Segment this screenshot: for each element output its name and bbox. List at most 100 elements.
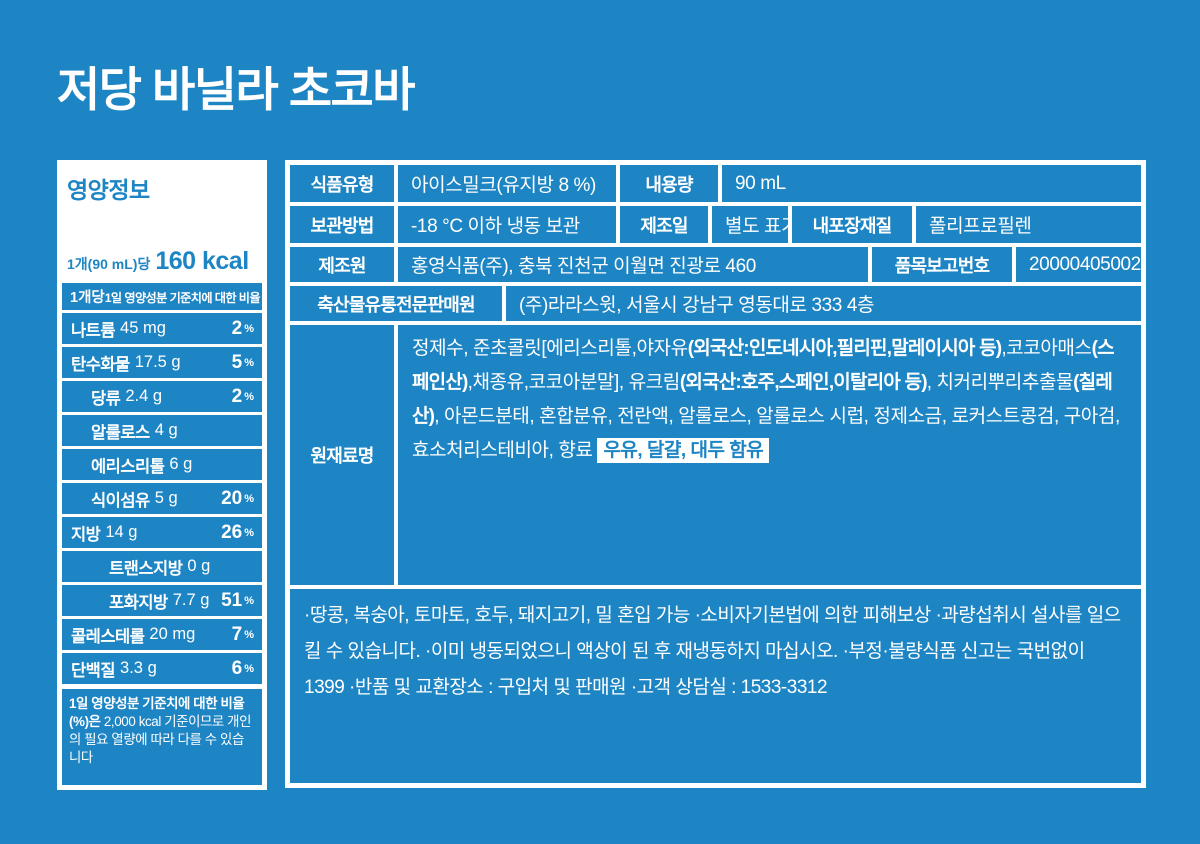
daily-value-label: 1일 영양성분 기준치에 대한 비율 — [104, 290, 261, 305]
info-row-manufacturer: 제조원 홍영식품(주), 충북 진천군 이월면 진광로 460 품목보고번호 2… — [290, 247, 1141, 282]
percent-sign: % — [244, 356, 254, 369]
manufacturer-value: 홍영식품(주), 충북 진천군 이월면 진광로 460 — [398, 247, 868, 282]
nutrient-amount: 7.7 g — [172, 591, 210, 609]
nutrient-amount: 4 g — [154, 421, 178, 439]
nutrient-row-protein: 단백질 3.3 g 6 % — [62, 653, 262, 684]
nutrient-percent: 2 — [231, 385, 243, 407]
ingredients-text: 정제수, 준초콜릿[에리스리톨,야자유(외국산:인도네시아,필리핀,말레이시아 … — [398, 325, 1141, 585]
percent-sign: % — [244, 662, 254, 675]
daily-value-footnote: 1일 영양성분 기준치에 대한 비율(%)은 2,000 kcal 기준이므로 … — [62, 689, 262, 785]
percent-sign: % — [244, 594, 254, 607]
nutrient-row-trans-fat: 트랜스지방 0 g — [62, 551, 262, 582]
nutrient-amount: 0 g — [187, 557, 211, 575]
net-content-value: 90 mL — [722, 165, 1141, 202]
footnote-bold: 1일 영양성분 기준치에 대한 비율(%)은 — [69, 696, 245, 729]
ingredient-origin-bold: (외국산:호주,스페인,이탈리아 등) — [679, 372, 928, 393]
nutrient-row-saturated-fat: 포화지방 7.7 g 51 % — [62, 585, 262, 616]
inner-pack-value: 폴리프로필렌 — [916, 206, 1141, 243]
nutrient-amount: 17.5 g — [134, 353, 181, 371]
storage-label: 보관방법 — [290, 206, 394, 243]
nutrient-row-erythritol: 에리스리톨 6 g — [62, 449, 262, 480]
per-unit-label: 1개당 — [70, 290, 105, 306]
nutrient-amount: 2.4 g — [125, 387, 163, 405]
nutrient-percent: 6 — [231, 657, 243, 679]
info-row-storage: 보관방법 -18 °C 이하 냉동 보관 제조일 별도 표기 내포장재질 폴리프… — [290, 206, 1141, 243]
ingredient-segment: , 치커리뿌리추출물 — [926, 372, 1074, 393]
nutrient-name: 포화지방 — [109, 593, 168, 612]
nutrient-name: 탄수화물 — [71, 355, 130, 374]
nutrient-name: 식이섬유 — [91, 491, 150, 510]
percent-sign: % — [244, 628, 254, 641]
calories-value: 160 kcal — [155, 247, 249, 275]
serving-size: 1개(90 mL)당 — [67, 256, 151, 272]
mfg-date-value: 별도 표기 — [712, 206, 788, 243]
info-row-food-type: 식품유형 아이스밀크(유지방 8 %) 내용량 90 mL — [290, 165, 1141, 202]
percent-sign: % — [244, 390, 254, 403]
report-number-label: 품목보고번호 — [872, 247, 1012, 282]
manufacturer-label: 제조원 — [290, 247, 394, 282]
nutrient-percent: 20 — [221, 487, 243, 509]
distributor-label: 축산물유통전문판매원 — [290, 286, 502, 321]
report-number-value: 2000040500259 — [1016, 247, 1141, 282]
ingredient-origin-bold: (칠레산) — [412, 372, 1113, 427]
nutrient-name: 알룰로스 — [91, 423, 150, 442]
nutrient-percent: 7 — [231, 623, 243, 645]
nutrient-row-cholesterol: 콜레스테롤 20 mg 7 % — [62, 619, 262, 650]
nutrient-name: 나트륨 — [71, 321, 116, 340]
nutrient-row-carbohydrate: 탄수화물 17.5 g 5 % — [62, 347, 262, 378]
info-row-warnings: ·땅콩, 복숭아, 토마토, 호두, 돼지고기, 밀 혼입 가능 ·소비자기본법… — [290, 589, 1141, 783]
nutrient-row-fat: 지방 14 g 26 % — [62, 517, 262, 548]
food-type-label: 식품유형 — [290, 165, 394, 202]
nutrient-row-sugars: 당류 2.4 g 2 % — [62, 381, 262, 412]
ingredients-label: 원재료명 — [290, 325, 394, 585]
percent-sign: % — [244, 322, 254, 335]
product-info-panel: 식품유형 아이스밀크(유지방 8 %) 내용량 90 mL 보관방법 -18 °… — [285, 160, 1146, 788]
storage-value: -18 °C 이하 냉동 보관 — [398, 206, 616, 243]
nutrient-amount: 3.3 g — [120, 659, 157, 677]
distributor-value: (주)라라스윗, 서울시 강남구 영동대로 333 4층 — [506, 286, 1141, 321]
nutrient-percent: 5 — [231, 351, 243, 373]
info-row-ingredients: 원재료명 정제수, 준초콜릿[에리스리톨,야자유(외국산:인도네시아,필리핀,말… — [290, 325, 1141, 585]
nutrient-name: 콜레스테롤 — [71, 627, 145, 646]
mfg-date-label: 제조일 — [620, 206, 708, 243]
nutrient-name: 당류 — [91, 389, 121, 408]
nutrition-header: 영양정보 1개(90 mL)당 160 kcal — [62, 165, 262, 280]
serving-line: 1개(90 mL)당 160 kcal — [67, 247, 257, 276]
nutrient-row-sodium: 나트륨 45 mg 2 % — [62, 313, 262, 344]
inner-pack-label: 내포장재질 — [792, 206, 912, 243]
nutrient-name: 단백질 — [71, 661, 116, 680]
ingredient-origin-bold: (스페인산) — [412, 338, 1115, 393]
percent-sign: % — [244, 492, 254, 505]
nutrient-name: 지방 — [71, 525, 101, 544]
ingredient-segment: , 아몬드분태, 혼합분유, 전란액, 알룰로스, 알룰로스 시럽, 정제소금,… — [412, 406, 1120, 461]
panels-container: 영양정보 1개(90 mL)당 160 kcal 1개당 1일 영양성분 기준치… — [57, 160, 1146, 790]
nutrient-name: 에리스리톨 — [91, 457, 165, 476]
info-row-distributor: 축산물유통전문판매원 (주)라라스윗, 서울시 강남구 영동대로 333 4층 — [290, 286, 1141, 321]
nutrient-percent: 26 — [221, 521, 243, 543]
ingredient-segment: ,채종유,코코아분말], 유크림 — [467, 372, 681, 393]
nutrient-amount: 6 g — [169, 455, 193, 473]
ingredient-segment: 정제수, 준초콜릿[에리스리톨,야자유 — [412, 338, 688, 359]
allergen-highlight: 우유, 달걀, 대두 함유 — [597, 438, 770, 463]
food-type-value: 아이스밀크(유지방 8 %) — [398, 165, 616, 202]
nutrient-percent: 2 — [231, 317, 243, 339]
ingredient-segment: ,코코아매스 — [1001, 338, 1092, 359]
nutrient-amount: 5 g — [154, 489, 178, 507]
ingredient-origin-bold: (외국산:인도네시아,필리핀,말레이시아 등) — [687, 338, 1002, 359]
percent-sign: % — [244, 526, 254, 539]
nutrition-title: 영양정보 — [67, 177, 150, 203]
nutrient-amount: 14 g — [105, 523, 138, 541]
nutrient-row-dietary-fiber: 식이섬유 5 g 20 % — [62, 483, 262, 514]
daily-value-bar: 1개당 1일 영양성분 기준치에 대한 비율 — [62, 283, 262, 310]
nutrient-name: 트랜스지방 — [109, 559, 183, 578]
warnings-text: ·땅콩, 복숭아, 토마토, 호두, 돼지고기, 밀 혼입 가능 ·소비자기본법… — [290, 589, 1141, 783]
footnote-rest: 2,000 kcal 기준이므로 개인의 필요 열량에 따라 다를 수 있습니다 — [69, 713, 251, 765]
net-content-label: 내용량 — [620, 165, 718, 202]
nutrient-percent: 51 — [221, 589, 243, 611]
product-title: 저당 바닐라 초코바 — [57, 63, 416, 116]
nutrient-row-allulose: 알룰로스 4 g — [62, 415, 262, 446]
nutrition-panel: 영양정보 1개(90 mL)당 160 kcal 1개당 1일 영양성분 기준치… — [57, 160, 267, 790]
nutrient-amount: 20 mg — [149, 625, 196, 643]
nutrient-amount: 45 mg — [120, 319, 166, 337]
